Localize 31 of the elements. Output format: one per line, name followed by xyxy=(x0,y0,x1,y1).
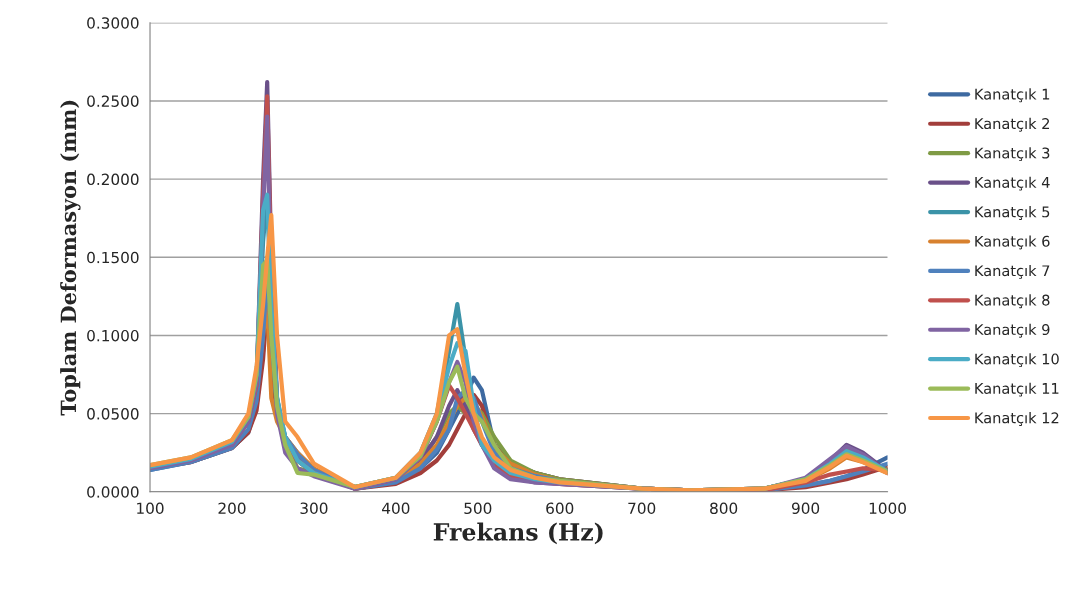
x-tick-label: 800 xyxy=(710,502,738,515)
legend-label: Kanatçık 7 xyxy=(975,264,1050,279)
x-tick-label: 400 xyxy=(382,502,410,515)
legend-label: Kanatçık 4 xyxy=(975,176,1050,191)
legend-label: Kanatçık 9 xyxy=(975,323,1050,338)
legend-label: Kanatçık 12 xyxy=(975,412,1059,426)
x-tick-label: 300 xyxy=(300,502,328,515)
x-axis-title: Frekans (Hz) xyxy=(433,522,603,545)
x-tick-label: 1000 xyxy=(869,502,906,515)
y-tick-label: 0.1500 xyxy=(87,251,139,264)
legend-label: Kanatçık 2 xyxy=(975,117,1050,132)
y-tick-label: 0.0000 xyxy=(87,486,139,498)
legend-label: Kanatçık 10 xyxy=(975,353,1059,368)
legend-label: Kanatçık 1 xyxy=(975,88,1050,103)
y-axis-title: Toplam Deformasyon (mm) xyxy=(60,100,81,416)
y-tick-label: 0.2000 xyxy=(87,173,139,186)
x-tick-label: 600 xyxy=(546,502,574,515)
y-tick-label: 0.0500 xyxy=(87,408,139,420)
x-tick-label: 100 xyxy=(137,502,164,515)
legend-label: Kanatçık 6 xyxy=(975,235,1050,250)
y-tick-label: 0.3000 xyxy=(87,17,139,29)
legend-label: Kanatçık 8 xyxy=(975,294,1050,309)
y-tick-label: 0.1000 xyxy=(87,329,139,342)
x-tick-label: 500 xyxy=(464,502,492,515)
legend-label: Kanatçık 11 xyxy=(975,382,1059,397)
legend-label: Kanatçık 3 xyxy=(975,147,1050,162)
x-tick-label: 200 xyxy=(218,502,246,515)
y-tick-label: 0.2500 xyxy=(87,95,139,107)
legend-label: Kanatçık 5 xyxy=(975,206,1050,220)
x-tick-label: 900 xyxy=(791,502,820,515)
x-tick-label: 700 xyxy=(628,502,656,515)
